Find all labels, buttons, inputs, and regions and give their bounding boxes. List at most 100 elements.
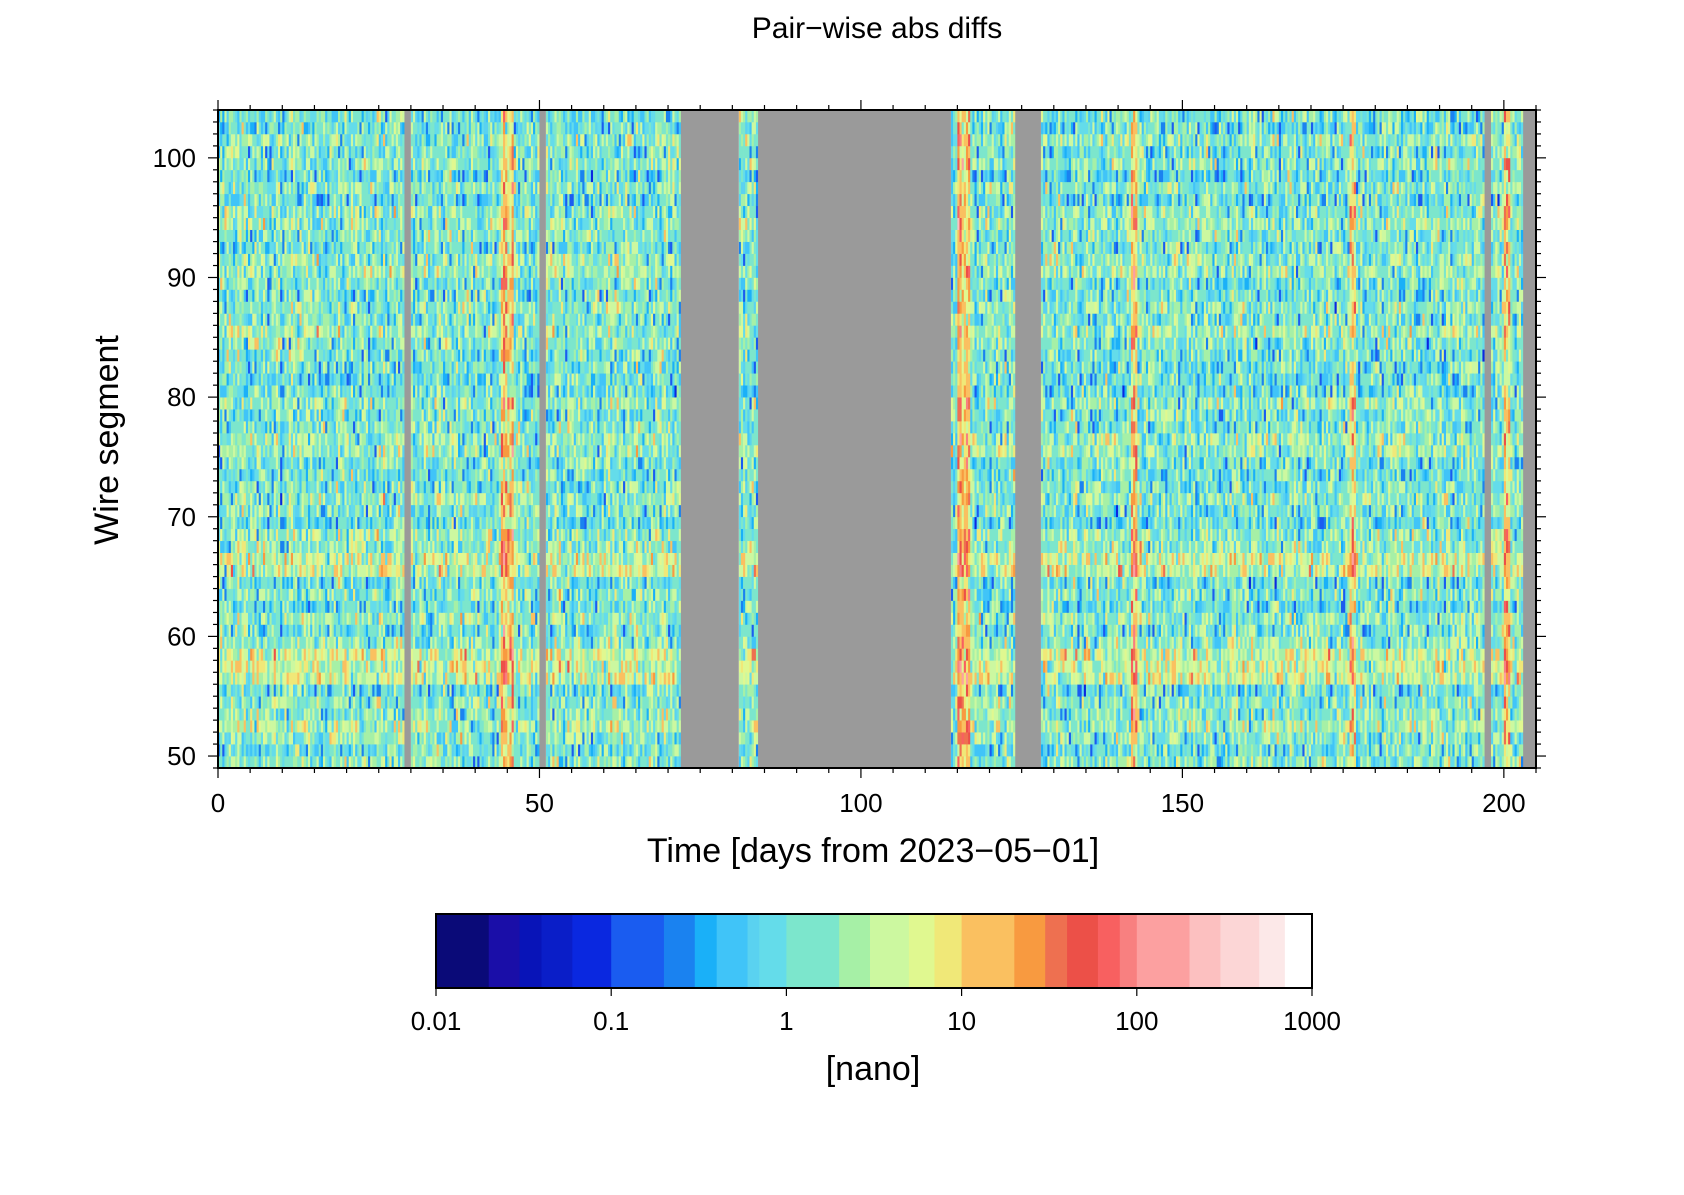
heatmap-cell — [280, 517, 282, 529]
heatmap-cell — [415, 218, 417, 230]
heatmap-cell — [242, 158, 244, 170]
heatmap-cell — [227, 289, 229, 301]
heatmap-cell — [319, 756, 321, 768]
heatmap-cell — [280, 612, 282, 624]
heatmap-cell — [252, 505, 254, 517]
heatmap-cell — [222, 409, 224, 421]
heatmap-cell — [229, 684, 231, 696]
heatmap-cell — [374, 254, 376, 266]
heatmap-cell — [379, 289, 381, 301]
heatmap-cell — [349, 361, 351, 373]
heatmap-cell — [293, 349, 295, 361]
heatmap-cell — [291, 565, 293, 577]
heatmap-cell — [239, 194, 241, 206]
heatmap-cell — [355, 122, 357, 134]
heatmap-cell — [310, 648, 312, 660]
heatmap-cell — [402, 409, 404, 421]
heatmap-cell — [284, 589, 286, 601]
heatmap-cell — [250, 409, 252, 421]
heatmap-cell — [278, 301, 280, 313]
heatmap-cell — [379, 349, 381, 361]
heatmap-cell — [368, 445, 370, 457]
heatmap-cell — [402, 624, 404, 636]
heatmap-cell — [327, 277, 329, 289]
heatmap-cell — [287, 277, 289, 289]
heatmap-cell — [267, 565, 269, 577]
heatmap-cell — [389, 612, 391, 624]
heatmap-cell — [342, 313, 344, 325]
heatmap-cell — [299, 541, 301, 553]
heatmap-cell — [349, 660, 351, 672]
heatmap-cell — [310, 409, 312, 421]
heatmap-cell — [293, 146, 295, 158]
heatmap-cell — [299, 433, 301, 445]
heatmap-cell — [299, 469, 301, 481]
heatmap-cell — [314, 182, 316, 194]
heatmap-cell — [224, 409, 226, 421]
heatmap-cell — [222, 541, 224, 553]
heatmap-cell — [254, 122, 256, 134]
heatmap-cell — [314, 134, 316, 146]
heatmap-cell — [374, 266, 376, 278]
heatmap-cell — [291, 577, 293, 589]
heatmap-cell — [224, 325, 226, 337]
heatmap-cell — [304, 337, 306, 349]
heatmap-cell — [359, 589, 361, 601]
heatmap-cell — [252, 457, 254, 469]
heatmap-cell — [229, 493, 231, 505]
heatmap-cell — [366, 373, 368, 385]
heatmap-cell — [252, 433, 254, 445]
heatmap-cell — [355, 529, 357, 541]
heatmap-cell — [359, 648, 361, 660]
heatmap-cell — [411, 732, 413, 744]
heatmap-cell — [327, 158, 329, 170]
heatmap-cell — [314, 601, 316, 613]
heatmap-cell — [252, 601, 254, 613]
heatmap-cell — [227, 385, 229, 397]
heatmap-cell — [250, 158, 252, 170]
heatmap-cell — [239, 577, 241, 589]
heatmap-cell — [278, 266, 280, 278]
heatmap-cell — [321, 182, 323, 194]
heatmap-cell — [229, 541, 231, 553]
heatmap-cell — [250, 110, 252, 122]
heatmap-cell — [299, 732, 301, 744]
heatmap-cell — [347, 445, 349, 457]
heatmap-cell — [267, 481, 269, 493]
heatmap-cell — [222, 493, 224, 505]
heatmap-cell — [379, 194, 381, 206]
heatmap-cell — [282, 601, 284, 613]
heatmap-cell — [252, 708, 254, 720]
heatmap-cell — [254, 541, 256, 553]
heatmap-cell — [381, 636, 383, 648]
heatmap-cell — [312, 349, 314, 361]
heatmap-cell — [413, 266, 415, 278]
heatmap-cell — [319, 230, 321, 242]
heatmap-cell — [372, 577, 374, 589]
heatmap-cell — [362, 170, 364, 182]
heatmap-cell — [312, 206, 314, 218]
heatmap-cell — [284, 457, 286, 469]
heatmap-cell — [374, 457, 376, 469]
heatmap-cell — [379, 708, 381, 720]
heatmap-cell — [338, 612, 340, 624]
heatmap-cell — [269, 194, 271, 206]
heatmap-cell — [329, 158, 331, 170]
heatmap-cell — [248, 110, 250, 122]
heatmap-cell — [336, 672, 338, 684]
heatmap-cell — [327, 720, 329, 732]
heatmap-cell — [280, 373, 282, 385]
heatmap-cell — [267, 313, 269, 325]
heatmap-cell — [246, 134, 248, 146]
heatmap-cell — [306, 684, 308, 696]
heatmap-cell — [351, 732, 353, 744]
heatmap-cell — [377, 301, 379, 313]
heatmap-cell — [317, 756, 319, 768]
heatmap-cell — [400, 230, 402, 242]
heatmap-cell — [389, 313, 391, 325]
heatmap-cell — [327, 601, 329, 613]
heatmap-cell — [254, 349, 256, 361]
heatmap-cell — [340, 385, 342, 397]
heatmap-cell — [263, 577, 265, 589]
heatmap-cell — [338, 373, 340, 385]
